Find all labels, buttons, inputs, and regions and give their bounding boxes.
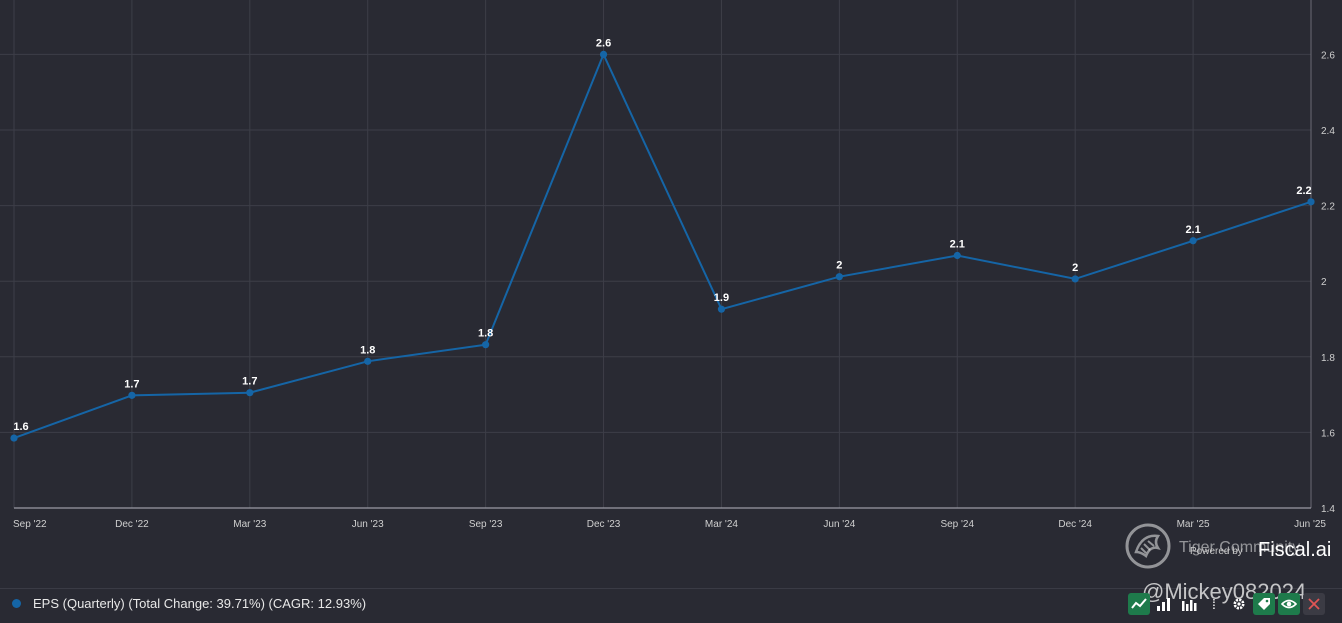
data-point[interactable] <box>246 389 254 397</box>
chart-toolbar: ⁞ <box>1128 593 1325 615</box>
close-button[interactable] <box>1303 593 1325 615</box>
watermark-community: Tiger Community <box>1179 539 1301 556</box>
data-label: 2.1 <box>950 238 965 250</box>
data-point[interactable] <box>364 357 372 365</box>
data-point[interactable] <box>1071 275 1079 283</box>
data-point[interactable] <box>1307 198 1315 206</box>
y-tick-label: 2 <box>1321 277 1327 288</box>
data-label: 1.8 <box>478 328 493 340</box>
x-tick-label: Jun '25 <box>1294 519 1326 530</box>
data-label: 2.1 <box>1185 224 1200 236</box>
powered-by-label: Powered by <box>1190 546 1243 557</box>
legend-series-label: EPS (Quarterly) (Total Change: 39.71%) (… <box>33 596 367 611</box>
data-label: 1.7 <box>242 376 257 388</box>
y-tick-label: 1.6 <box>1321 428 1335 439</box>
line-chart-icon <box>1131 598 1147 609</box>
data-label: 1.6 <box>13 421 28 433</box>
y-tick-label: 2.6 <box>1321 50 1335 61</box>
x-tick-label: Dec '24 <box>1058 519 1092 530</box>
legend-series-dot <box>12 599 21 608</box>
x-tick-label: Sep '24 <box>940 519 974 530</box>
x-tick-label: Dec '22 <box>115 519 149 530</box>
x-tick-label: Jun '23 <box>352 519 384 530</box>
data-point[interactable] <box>10 434 18 442</box>
bar-chart-button[interactable] <box>1153 593 1175 615</box>
data-label: 2 <box>836 260 842 272</box>
x-tick-label: Dec '23 <box>587 519 621 530</box>
y-tick-label: 2.2 <box>1321 202 1335 213</box>
y-tick-label: 1.8 <box>1321 353 1335 364</box>
gear-icon <box>1233 598 1245 610</box>
line-chart-button[interactable] <box>1128 593 1150 615</box>
grid-lines <box>0 0 1312 508</box>
data-point[interactable] <box>128 391 136 399</box>
tag-icon <box>1258 598 1270 610</box>
data-point[interactable] <box>482 341 490 349</box>
x-tick-label: Sep '22 <box>13 519 47 530</box>
x-tick-label: Sep '23 <box>469 519 503 530</box>
bar-chart-icon <box>1157 598 1170 611</box>
grouped-bar-chart-button[interactable] <box>1178 593 1200 615</box>
axes: 1.4 1.6 1.8 2 2.2 2.4 2.6 Sep '22 Dec '22 Mar '23… <box>13 0 1335 530</box>
x-tick-label: Mar '25 <box>1177 519 1210 530</box>
close-icon <box>1308 598 1320 610</box>
visibility-button[interactable] <box>1278 593 1300 615</box>
data-point[interactable] <box>835 273 843 281</box>
brand-name: Fiscal.ai <box>1258 539 1332 561</box>
more-button[interactable]: ⁞ <box>1203 593 1225 615</box>
y-tick-label: 2.4 <box>1321 126 1335 137</box>
legend[interactable]: EPS (Quarterly) (Total Change: 39.71%) (… <box>12 596 366 611</box>
settings-button[interactable] <box>1228 593 1250 615</box>
data-point[interactable] <box>1189 237 1197 245</box>
tag-button[interactable] <box>1253 593 1275 615</box>
data-label: 1.9 <box>714 292 729 304</box>
data-label: 1.8 <box>360 344 375 356</box>
data-label: 1.7 <box>124 378 139 390</box>
eye-icon <box>1281 599 1297 609</box>
data-point[interactable] <box>599 50 608 59</box>
grouped-bar-chart-icon <box>1182 600 1197 611</box>
series-line <box>13 51 1312 440</box>
data-label: 2.6 <box>596 37 611 49</box>
footer-divider <box>0 588 1342 589</box>
y-tick-label: 1.4 <box>1321 504 1335 515</box>
more-icon: ⁞ <box>1212 596 1216 612</box>
x-tick-label: Mar '23 <box>233 519 266 530</box>
x-tick-label: Mar '24 <box>705 519 738 530</box>
x-tick-label: Jun '24 <box>823 519 855 530</box>
data-label: 2.2 <box>1296 185 1311 197</box>
data-label: 2 <box>1072 262 1078 274</box>
tiger-logo-icon <box>1125 523 1171 569</box>
series-eps: 1.6 1.7 1.7 1.8 1.8 2.6 1.9 2 2.1 2 2.1 2.2 <box>10 37 1315 442</box>
data-point[interactable] <box>717 305 726 313</box>
data-point[interactable] <box>953 251 961 260</box>
eps-line-chart: 1.4 1.6 1.8 2 2.2 2.4 2.6 Sep '22 Dec '22 Mar '23… <box>0 0 1335 530</box>
